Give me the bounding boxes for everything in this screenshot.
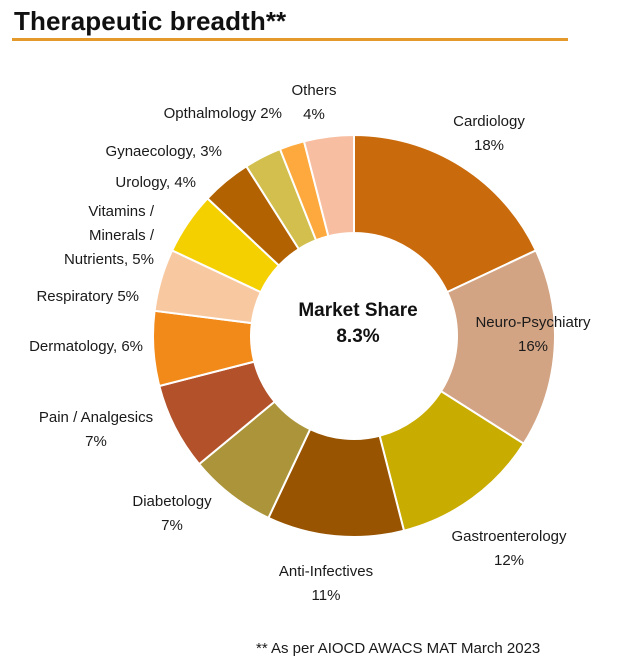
slice-label-text: 18% [474, 137, 504, 154]
label-urology: Urology, 4% [115, 174, 196, 191]
label-pain-analgesics: Pain / Analgesics 7% [39, 409, 153, 450]
slice-label-text: 7% [85, 433, 107, 450]
slice-label-text: 12% [494, 552, 524, 569]
slice-label-text: Opthalmology 2% [164, 105, 282, 122]
label-vitamins-minerals-nutrients: Vitamins / Minerals / Nutrients, 5% [64, 203, 155, 268]
slice-cardiology [353, 133, 538, 294]
slice-label-text: Gynaecology, 3% [106, 143, 222, 160]
slice-label-text: Others [291, 82, 336, 99]
label-neuro-psychiatry: Neuro-Psychiatry 16% [475, 314, 591, 355]
slice-label-text: Nutrients, 5% [64, 251, 154, 268]
slice-label-text: 11% [312, 587, 341, 604]
footnote: ** As per AIOCD AWACS MAT March 2023 [256, 640, 541, 657]
slice-neuro-psychiatry [439, 249, 556, 446]
label-diabetology: Diabetology 7% [132, 493, 212, 534]
slice-others [302, 133, 355, 238]
label-dermatology: Dermatology, 6% [29, 338, 143, 355]
slice-label-text: Minerals / [89, 227, 155, 244]
title-underline [12, 38, 568, 41]
slice-label-text: 4% [303, 106, 325, 123]
slice-label-text: Dermatology, 6% [29, 338, 143, 355]
label-others: Others 4% [291, 82, 336, 123]
center-label-value: 8.3% [336, 326, 379, 347]
slice-label-text: Diabetology [132, 493, 212, 510]
center-label-group: Market Share 8.3% [298, 300, 417, 347]
center-label-title: Market Share [298, 300, 417, 321]
slice-label-text: 16% [518, 338, 548, 355]
slice-label-text: Vitamins / [88, 203, 154, 220]
label-gynaecology: Gynaecology, 3% [106, 143, 222, 160]
label-cardiology: Cardiology 18% [453, 113, 525, 154]
slice-label-text: Gastroenterology [451, 528, 567, 545]
label-opthalmology: Opthalmology 2% [164, 105, 282, 122]
slice-label-text: 7% [161, 517, 183, 534]
label-anti-infectives: Anti-Infectives 11% [279, 563, 373, 604]
slice-group [152, 133, 556, 538]
slice-label-text: Respiratory 5% [36, 288, 139, 305]
label-respiratory: Respiratory 5% [36, 288, 139, 305]
label-group: Cardiology 18% Neuro-Psychiatry 16% Gastroen… [29, 82, 591, 604]
slice-label-text: Pain / Analgesics [39, 409, 153, 426]
chart-title: Therapeutic breadth** [14, 6, 287, 36]
slice-label-text: Anti-Infectives [279, 563, 373, 580]
slice-label-text: Neuro-Psychiatry [475, 314, 591, 331]
slice-label-text: Cardiology [453, 113, 525, 130]
slice-label-text: Urology, 4% [115, 174, 196, 191]
label-gastroenterology: Gastroenterology 12% [451, 528, 567, 569]
